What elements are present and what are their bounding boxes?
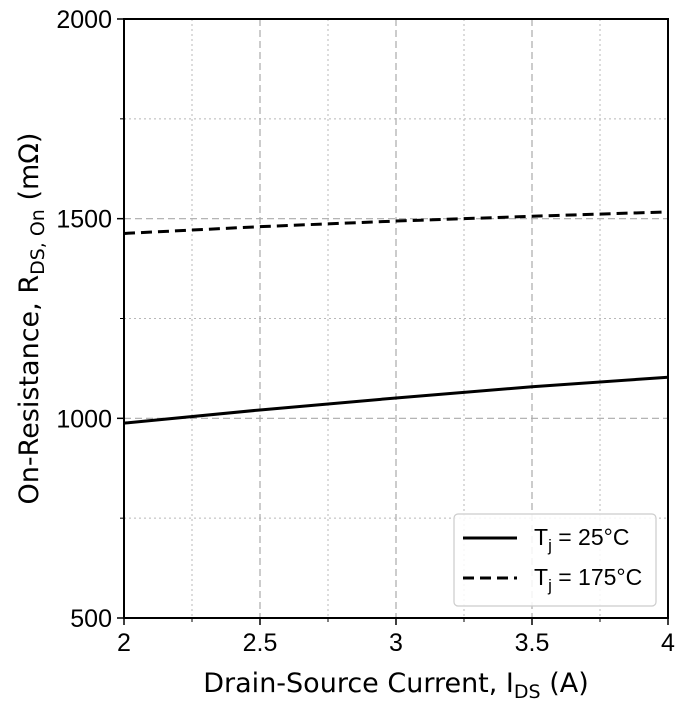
series-line-1 bbox=[123, 210, 669, 235]
legend-label-tj-175c: Tj = 175°C bbox=[534, 564, 642, 595]
x-tick-label: 2 bbox=[117, 629, 131, 657]
series-line-0 bbox=[123, 375, 669, 425]
x-tick-label: 3 bbox=[389, 629, 403, 657]
x-axis-title-sub: DS bbox=[514, 681, 541, 702]
legend-label-tj-25c-sub: j bbox=[547, 536, 552, 555]
legend-label-tj-25c: Tj = 25°C bbox=[534, 524, 629, 555]
legend-label-tj-175c-main: T bbox=[534, 564, 548, 590]
x-axis-title-tail: (A) bbox=[541, 668, 589, 699]
x-tick-label: 4 bbox=[661, 629, 675, 657]
x-tick-label: 2.5 bbox=[243, 629, 278, 657]
ticks: 2 2.5 3 3.5 4 500 1000 1500 2000 bbox=[56, 6, 675, 657]
x-axis-title-main: Drain-Source Current, I bbox=[203, 668, 514, 699]
y-tick-label: 1500 bbox=[56, 206, 112, 234]
y-axis-title: On-Resistance, RDS, On (mΩ) bbox=[14, 133, 49, 505]
legend-label-tj-175c-tail: = 175°C bbox=[552, 564, 642, 590]
series-layer bbox=[123, 210, 669, 425]
y-axis-title-tail: (mΩ) bbox=[14, 133, 45, 210]
legend-label-tj-25c-main: T bbox=[534, 524, 548, 550]
y-tick-label: 500 bbox=[70, 605, 112, 633]
y-axis-title-main: On-Resistance, R bbox=[14, 275, 45, 505]
x-tick-label: 3.5 bbox=[515, 629, 550, 657]
legend-label-tj-25c-tail: = 25°C bbox=[552, 524, 630, 550]
legend-label-tj-175c-sub: j bbox=[547, 576, 552, 595]
legend: Tj = 25°C Tj = 175°C bbox=[453, 513, 657, 607]
y-axis-title-sub: DS, On bbox=[27, 209, 49, 275]
y-tick-label: 2000 bbox=[56, 6, 112, 34]
x-axis-title: Drain-Source Current, IDS (A) bbox=[203, 668, 588, 702]
y-tick-label: 1000 bbox=[56, 405, 112, 433]
